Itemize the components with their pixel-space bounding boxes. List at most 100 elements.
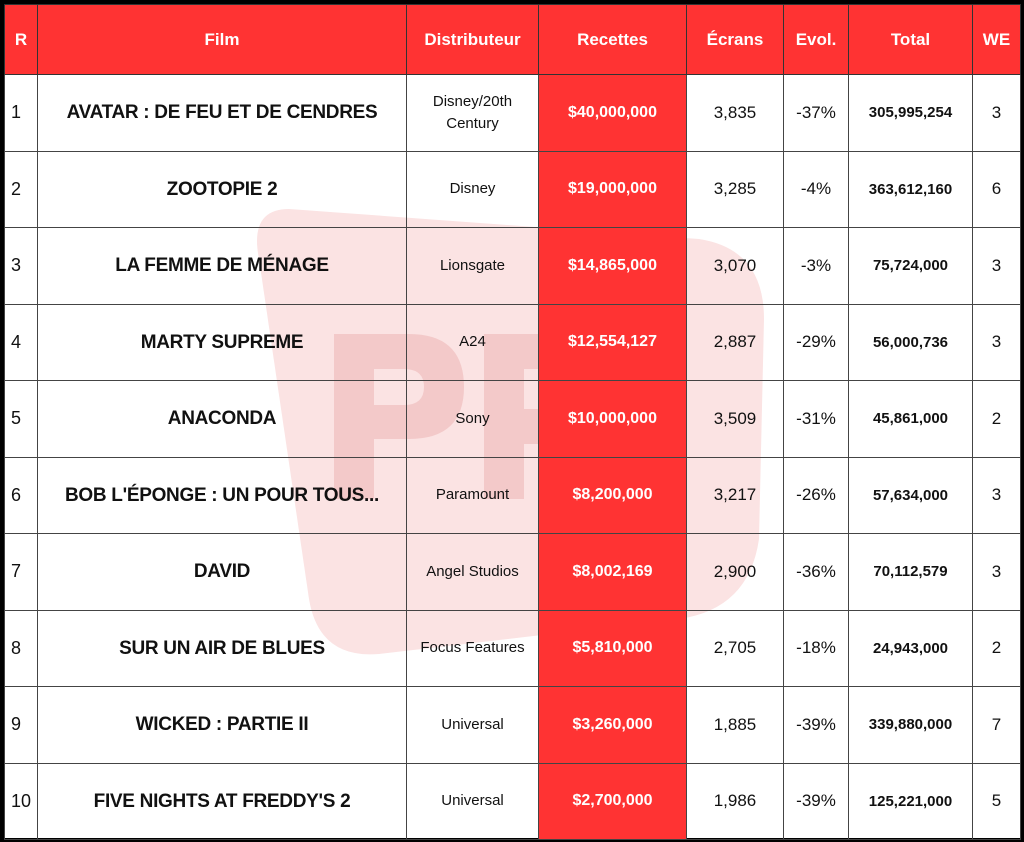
cell-change: -37% [783,74,849,152]
table-row: 2 ZOOTOPIE 2 Disney $19,000,000 3,285 -4% 363,… [4,150,1021,228]
cell-film: DAVID [37,533,407,611]
cell-weekends: 3 [972,303,1021,381]
cell-gross: $12,554,127 [538,303,687,381]
cell-total: 125,221,000 [848,762,973,840]
cell-rank: 8 [4,609,38,687]
cell-screens: 2,705 [686,609,784,687]
box-office-table: R Film Distributeur Recettes Écrans Evol… [4,4,1021,840]
cell-distributor: Disney [406,150,539,228]
cell-weekends: 7 [972,686,1021,764]
header-total: Total [848,4,973,75]
cell-film: SUR UN AIR DE BLUES [37,609,407,687]
cell-gross: $5,810,000 [538,609,687,687]
cell-change: -39% [783,762,849,840]
cell-gross: $2,700,000 [538,762,687,840]
cell-distributor: Disney/20th Century [406,74,539,152]
cell-distributor: Sony [406,380,539,458]
header-screens: Écrans [686,4,784,75]
cell-screens: 2,900 [686,533,784,611]
header-film: Film [37,4,407,75]
table-row: 10 FIVE NIGHTS AT FREDDY'S 2 Universal $2,7… [4,762,1021,840]
cell-distributor: Paramount [406,456,539,534]
cell-gross: $8,200,000 [538,456,687,534]
cell-distributor: Angel Studios [406,533,539,611]
table-row: 9 WICKED : PARTIE II Universal $3,260,000 1,… [4,686,1021,764]
cell-rank: 3 [4,227,38,305]
table-row: 8 SUR UN AIR DE BLUES Focus Features $5,810… [4,609,1021,687]
cell-screens: 3,285 [686,150,784,228]
cell-film: LA FEMME DE MÉNAGE [37,227,407,305]
cell-rank: 5 [4,380,38,458]
cell-screens: 2,887 [686,303,784,381]
table-row: 4 MARTY SUPREME A24 $12,554,127 2,887 -29% 56,… [4,303,1021,381]
cell-distributor: Universal [406,686,539,764]
cell-weekends: 3 [972,227,1021,305]
cell-total: 24,943,000 [848,609,973,687]
cell-total: 70,112,579 [848,533,973,611]
cell-screens: 3,509 [686,380,784,458]
cell-rank: 9 [4,686,38,764]
cell-weekends: 6 [972,150,1021,228]
cell-screens: 3,070 [686,227,784,305]
cell-film: AVATAR : DE FEU ET DE CENDRES [37,74,407,152]
cell-screens: 1,885 [686,686,784,764]
cell-change: -18% [783,609,849,687]
cell-gross: $19,000,000 [538,150,687,228]
cell-weekends: 2 [972,380,1021,458]
cell-total: 45,861,000 [848,380,973,458]
cell-gross: $40,000,000 [538,74,687,152]
cell-distributor: Focus Features [406,609,539,687]
cell-weekends: 3 [972,533,1021,611]
cell-film: WICKED : PARTIE II [37,686,407,764]
header-row: R Film Distributeur Recettes Écrans Evol… [4,4,1021,75]
cell-total: 57,634,000 [848,456,973,534]
cell-screens: 3,217 [686,456,784,534]
cell-rank: 6 [4,456,38,534]
cell-rank: 7 [4,533,38,611]
cell-film: BOB L'ÉPONGE : UN POUR TOUS... [37,456,407,534]
cell-change: -29% [783,303,849,381]
cell-rank: 4 [4,303,38,381]
cell-total: 56,000,736 [848,303,973,381]
cell-gross: $8,002,169 [538,533,687,611]
cell-change: -3% [783,227,849,305]
box-office-table-frame: R Film Distributeur Recettes Écrans Evol… [4,4,1021,840]
cell-distributor: A24 [406,303,539,381]
table-row: 7 DAVID Angel Studios $8,002,169 2,900 -36% 70… [4,533,1021,611]
table-row: 5 ANACONDA Sony $10,000,000 3,509 -31% 45,861,… [4,380,1021,458]
cell-total: 363,612,160 [848,150,973,228]
cell-rank: 1 [4,74,38,152]
cell-change: -39% [783,686,849,764]
cell-film: ZOOTOPIE 2 [37,150,407,228]
cell-film: ANACONDA [37,380,407,458]
cell-screens: 3,835 [686,74,784,152]
cell-change: -31% [783,380,849,458]
table-row: 6 BOB L'ÉPONGE : UN POUR TOUS... Paramount… [4,456,1021,534]
header-gross: Recettes [538,4,687,75]
cell-screens: 1,986 [686,762,784,840]
cell-change: -26% [783,456,849,534]
header-rank: R [4,4,38,75]
cell-gross: $14,865,000 [538,227,687,305]
cell-gross: $3,260,000 [538,686,687,764]
table-row: 3 LA FEMME DE MÉNAGE Lionsgate $14,865,000 3… [4,227,1021,305]
cell-total: 339,880,000 [848,686,973,764]
cell-distributor: Universal [406,762,539,840]
cell-weekends: 3 [972,456,1021,534]
header-weekends: WE [972,4,1021,75]
cell-weekends: 2 [972,609,1021,687]
header-distributor: Distributeur [406,4,539,75]
cell-change: -4% [783,150,849,228]
cell-distributor: Lionsgate [406,227,539,305]
cell-weekends: 3 [972,74,1021,152]
cell-rank: 10 [4,762,38,840]
cell-weekends: 5 [972,762,1021,840]
cell-film: FIVE NIGHTS AT FREDDY'S 2 [37,762,407,840]
cell-total: 75,724,000 [848,227,973,305]
cell-rank: 2 [4,150,38,228]
header-change: Evol. [783,4,849,75]
cell-film: MARTY SUPREME [37,303,407,381]
table-row: 1 AVATAR : DE FEU ET DE CENDRES Disney/20t… [4,74,1021,152]
cell-change: -36% [783,533,849,611]
cell-gross: $10,000,000 [538,380,687,458]
